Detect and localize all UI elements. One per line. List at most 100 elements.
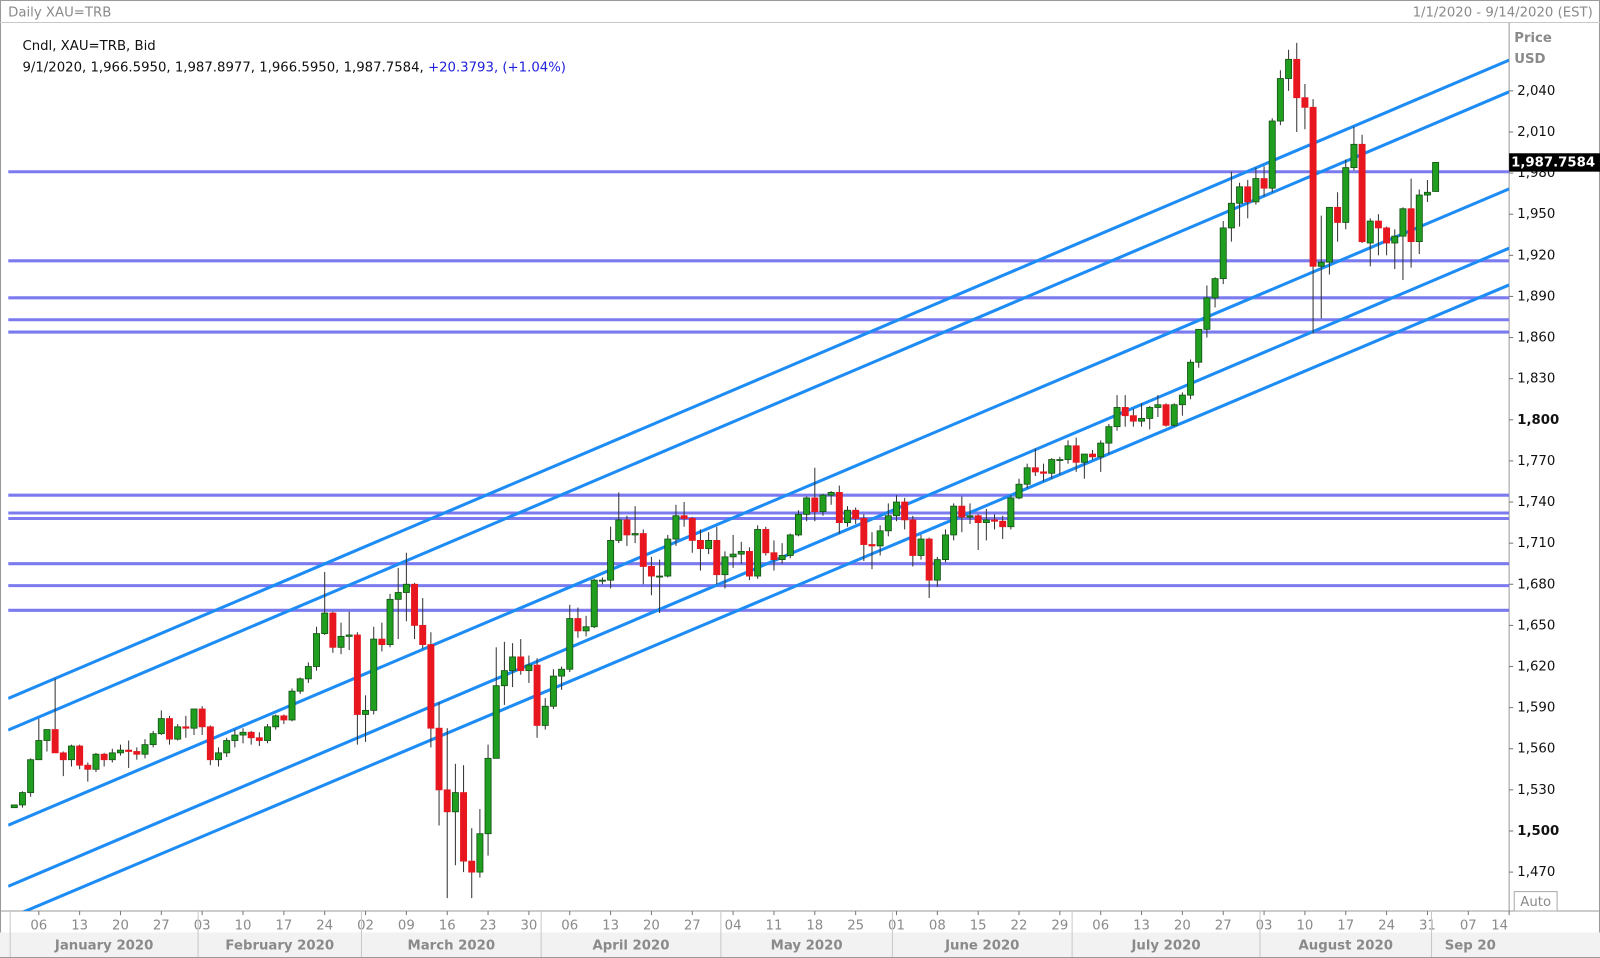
candle-body bbox=[18, 792, 26, 806]
candle-body bbox=[394, 592, 402, 600]
candle-body bbox=[198, 708, 206, 728]
candle-body bbox=[411, 583, 419, 626]
x-tick-label: 14 bbox=[1491, 918, 1508, 933]
candle-body bbox=[166, 718, 173, 740]
x-tick-label: 03 bbox=[1256, 918, 1273, 933]
candle-body bbox=[696, 540, 704, 550]
candle-body bbox=[443, 789, 451, 813]
x-tick-label: 29 bbox=[1051, 918, 1068, 933]
candle-body bbox=[1350, 143, 1358, 169]
candle-body bbox=[59, 752, 67, 761]
candle-body bbox=[1407, 208, 1415, 243]
month-label: May 2020 bbox=[771, 939, 843, 954]
candle-body bbox=[321, 612, 329, 635]
y-tick-label: 1,650 bbox=[1517, 618, 1555, 633]
candle-body bbox=[1129, 415, 1137, 422]
candle-body bbox=[206, 726, 214, 761]
x-tick-label: 07 bbox=[1460, 918, 1477, 933]
x-tick-label: 31 bbox=[1419, 918, 1436, 933]
candle-body bbox=[966, 515, 974, 518]
candle-body bbox=[770, 552, 778, 561]
x-tick-label: 17 bbox=[1337, 918, 1354, 933]
month-label: June 2020 bbox=[944, 939, 1019, 954]
x-tick-label: 27 bbox=[1215, 918, 1232, 933]
y-tick-label: 1,530 bbox=[1517, 783, 1555, 798]
y-tick-label: 1,950 bbox=[1517, 207, 1555, 222]
candle-body bbox=[157, 718, 165, 735]
auto-button[interactable] bbox=[1513, 891, 1558, 912]
candle-body bbox=[786, 534, 794, 556]
candle-body bbox=[51, 729, 59, 754]
candle-body bbox=[745, 550, 753, 577]
candle-body bbox=[598, 579, 606, 582]
x-tick-label: 03 bbox=[194, 918, 211, 933]
x-tick-label: 01 bbox=[888, 918, 905, 933]
y-tick-label: 1,860 bbox=[1517, 331, 1555, 346]
candle-body bbox=[1236, 186, 1244, 204]
candle-body bbox=[1399, 208, 1407, 237]
candle-body bbox=[1415, 194, 1423, 243]
y-axis-unit: USD bbox=[1514, 52, 1545, 67]
x-tick-label: 15 bbox=[970, 918, 987, 933]
candle-body bbox=[1432, 162, 1440, 192]
auto-button-label[interactable]: Auto bbox=[1520, 895, 1551, 910]
candle-body bbox=[1366, 220, 1374, 244]
x-tick-label: 10 bbox=[235, 918, 252, 933]
candle-body bbox=[182, 726, 190, 729]
y-tick-label: 1,770 bbox=[1517, 454, 1555, 469]
candle-body bbox=[386, 598, 394, 645]
x-tick-label: 13 bbox=[602, 918, 619, 933]
candle-body bbox=[639, 533, 647, 567]
candle-body bbox=[133, 751, 141, 755]
candle-body bbox=[476, 833, 484, 873]
candle-body bbox=[999, 520, 1007, 528]
candle-body bbox=[141, 744, 149, 755]
candle-body bbox=[362, 709, 370, 715]
candle-body bbox=[1203, 297, 1211, 330]
candle-body bbox=[337, 635, 345, 648]
candle-body bbox=[1276, 78, 1284, 122]
candle-body bbox=[762, 529, 770, 554]
candle-body bbox=[492, 685, 500, 759]
candle-body bbox=[517, 656, 525, 672]
candle-body bbox=[1358, 143, 1366, 243]
candle-body bbox=[582, 626, 590, 632]
candle-body bbox=[925, 538, 933, 581]
x-tick-label: 23 bbox=[480, 918, 497, 933]
candle-body bbox=[296, 678, 304, 692]
candle-body bbox=[108, 752, 116, 761]
candle-body bbox=[558, 668, 566, 677]
candle-body bbox=[590, 579, 598, 628]
candle-body bbox=[1195, 328, 1203, 363]
candle-body bbox=[1138, 418, 1146, 422]
candle-body bbox=[239, 731, 247, 736]
candle-body bbox=[378, 638, 386, 645]
chart-title: Daily XAU=TRB bbox=[8, 5, 111, 20]
candle-body bbox=[884, 515, 892, 532]
x-tick-label: 10 bbox=[1296, 918, 1313, 933]
candle-body bbox=[435, 727, 443, 791]
candle-body bbox=[794, 513, 802, 536]
y-axis-label: Price bbox=[1514, 31, 1552, 46]
month-label: March 2020 bbox=[408, 939, 496, 954]
trendline bbox=[8, 187, 1510, 827]
candle-body bbox=[419, 624, 427, 645]
candle-body bbox=[35, 740, 43, 761]
x-tick-label: 13 bbox=[1133, 918, 1150, 933]
candle-body bbox=[917, 538, 925, 556]
y-tick-label: 1,830 bbox=[1517, 372, 1555, 387]
legend-title: Cndl, XAU=TRB, Bid bbox=[22, 39, 155, 54]
candle-body bbox=[754, 529, 762, 577]
candle-body bbox=[500, 670, 508, 687]
candle-body bbox=[1227, 202, 1235, 229]
x-tick-label: 11 bbox=[766, 918, 783, 933]
candle-body bbox=[982, 519, 990, 524]
plot-area bbox=[8, 42, 1510, 912]
candle-body bbox=[353, 634, 361, 715]
x-tick-label: 20 bbox=[643, 918, 660, 933]
candle-body bbox=[288, 690, 296, 721]
candle-body bbox=[427, 644, 435, 729]
candle-body bbox=[231, 734, 239, 741]
